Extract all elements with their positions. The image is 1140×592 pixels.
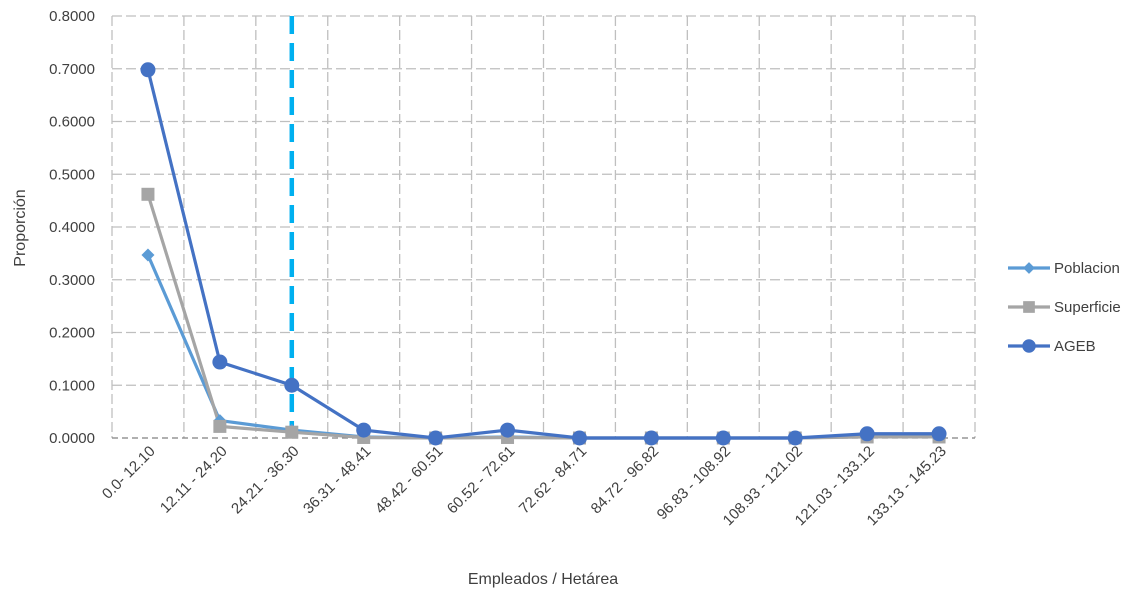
legend-label-poblacion: Poblacion [1054, 260, 1120, 277]
data-point-ageb [356, 422, 372, 438]
x-axis-title: Empleados / Hetárea [468, 571, 618, 588]
legend-label-ageb: AGEB [1054, 338, 1096, 355]
x-tick-label: 36.31 - 48.41 [300, 443, 375, 518]
data-point-superficie [213, 419, 227, 433]
legend-marker-superficie [1023, 301, 1035, 313]
data-point-superficie [141, 187, 155, 201]
y-tick-labels: 0.0000 0.1000 0.2000 0.3000 0.4000 0.5000 0.60… [49, 8, 95, 447]
legend-marker-poblacion [1023, 262, 1035, 274]
series-lines [146, 69, 940, 440]
legend: Poblacion Superficie AGEB [1008, 260, 1121, 355]
x-tick-label: 0.0- 12.10 [99, 443, 159, 503]
x-tick-label: 12.11 - 24.20 [157, 443, 231, 517]
grid-lines [111, 15, 976, 439]
data-point-ageb [787, 430, 803, 446]
y-tick-label: 0.6000 [49, 114, 95, 131]
data-point-ageb [715, 430, 731, 446]
x-tick-label: 48.42 - 60.51 [372, 443, 447, 518]
y-axis-title: Proporción [12, 189, 29, 266]
series-line-ageb [146, 69, 940, 440]
x-tick-label: 24.21 - 36.30 [228, 443, 303, 518]
x-tick-label: 84.72 - 96.82 [588, 443, 663, 518]
y-tick-label: 0.5000 [49, 166, 95, 183]
y-tick-label: 0.7000 [49, 61, 95, 78]
y-tick-label: 0.1000 [49, 377, 95, 394]
data-point-ageb [931, 426, 947, 442]
data-point-ageb [428, 430, 444, 446]
data-point-poblacion [141, 248, 155, 262]
x-tick-label: 96.83 - 108.92 [654, 443, 734, 523]
data-point-ageb [859, 426, 875, 442]
y-tick-label: 0.0000 [49, 430, 95, 447]
data-point-ageb [500, 422, 516, 438]
x-tick-label: 72.62 - 84.71 [516, 443, 591, 518]
data-point-superficie [285, 425, 299, 439]
data-point-ageb [571, 430, 587, 446]
data-point-ageb [212, 354, 228, 370]
data-point-ageb [140, 62, 156, 78]
y-tick-label: 0.8000 [49, 8, 95, 25]
x-tick-label: 60.52 - 72.61 [444, 443, 519, 518]
data-point-ageb [284, 377, 300, 393]
data-point-ageb [643, 430, 659, 446]
series-markers [140, 62, 947, 446]
y-tick-label: 0.2000 [49, 325, 95, 342]
legend-label-superficie: Superficie [1054, 299, 1121, 316]
legend-marker-ageb [1022, 339, 1036, 353]
y-tick-label: 0.3000 [49, 272, 95, 289]
y-tick-label: 0.4000 [49, 219, 95, 236]
